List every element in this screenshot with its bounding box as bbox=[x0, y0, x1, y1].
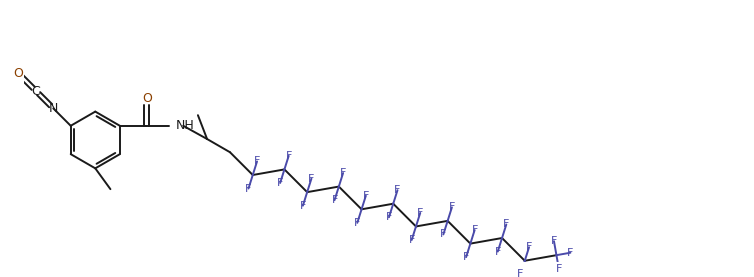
Text: F: F bbox=[286, 151, 292, 161]
Text: F: F bbox=[503, 219, 510, 230]
Text: F: F bbox=[440, 229, 446, 239]
Text: F: F bbox=[254, 157, 260, 166]
Text: F: F bbox=[386, 212, 392, 222]
Text: F: F bbox=[550, 236, 557, 246]
Text: F: F bbox=[556, 264, 562, 274]
Text: F: F bbox=[299, 201, 306, 211]
Text: F: F bbox=[495, 247, 501, 257]
Text: F: F bbox=[417, 208, 424, 218]
Text: F: F bbox=[277, 178, 284, 188]
Text: F: F bbox=[363, 191, 369, 201]
Text: F: F bbox=[394, 185, 400, 195]
Text: F: F bbox=[354, 218, 360, 228]
Text: NH: NH bbox=[176, 119, 195, 132]
Text: O: O bbox=[143, 92, 152, 105]
Text: F: F bbox=[340, 168, 346, 178]
Text: C: C bbox=[32, 84, 40, 98]
Text: F: F bbox=[331, 195, 338, 205]
Text: F: F bbox=[517, 269, 524, 277]
Text: F: F bbox=[463, 252, 469, 262]
Text: F: F bbox=[308, 174, 314, 184]
Text: F: F bbox=[471, 225, 478, 235]
Text: O: O bbox=[14, 67, 23, 80]
Text: F: F bbox=[526, 242, 532, 252]
Text: F: F bbox=[567, 248, 574, 258]
Text: N: N bbox=[49, 102, 58, 115]
Text: F: F bbox=[245, 184, 252, 194]
Text: F: F bbox=[409, 235, 415, 245]
Text: F: F bbox=[449, 202, 455, 212]
